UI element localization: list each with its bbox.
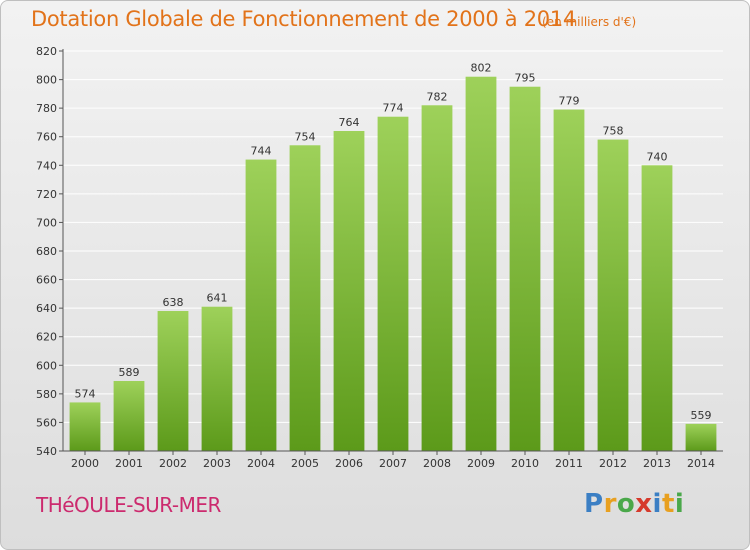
data-label: 744 xyxy=(251,145,272,158)
x-tick-label: 2011 xyxy=(555,457,583,470)
x-tick-label: 2010 xyxy=(511,457,539,470)
x-tick-label: 2007 xyxy=(379,457,407,470)
x-tick-label: 2004 xyxy=(247,457,275,470)
proxiti-logo: Proxiti xyxy=(584,489,684,519)
logo-letter: i xyxy=(652,489,662,519)
bar-2001 xyxy=(113,381,145,451)
data-label: 574 xyxy=(75,387,96,400)
y-tick-label: 660 xyxy=(36,274,57,287)
data-label: 589 xyxy=(119,366,140,379)
logo-letter: r xyxy=(603,489,617,519)
bar-2005 xyxy=(289,145,321,452)
x-tick-label: 2005 xyxy=(291,457,319,470)
y-tick-label: 760 xyxy=(36,131,57,144)
x-tick-label: 2013 xyxy=(643,457,671,470)
y-tick-label: 740 xyxy=(36,159,57,172)
x-tick-label: 2001 xyxy=(115,457,143,470)
bar-2008 xyxy=(421,105,453,452)
y-tick-label: 580 xyxy=(36,388,57,401)
bar-2000 xyxy=(69,402,101,451)
labels: 540 560 580 600 620 640 660 680 700 720 740 760 780 8… xyxy=(36,45,715,470)
x-tick-label: 2002 xyxy=(159,457,187,470)
commune-name: THéOULE-SUR-MER xyxy=(36,493,221,517)
bar-2004 xyxy=(245,159,277,452)
data-label: 758 xyxy=(603,125,624,138)
bar-2007 xyxy=(377,116,409,451)
data-label: 754 xyxy=(295,130,316,143)
data-label: 802 xyxy=(471,62,492,75)
data-label: 764 xyxy=(339,116,360,129)
logo-letter: P xyxy=(584,489,604,519)
x-tick-label: 2003 xyxy=(203,457,231,470)
x-tick-label: 2012 xyxy=(599,457,627,470)
y-tick-label: 600 xyxy=(36,359,57,372)
data-label: 638 xyxy=(163,296,184,309)
y-tick-label: 820 xyxy=(36,45,57,58)
data-label: 740 xyxy=(647,150,668,163)
y-tick-label: 640 xyxy=(36,302,57,315)
bar-2009 xyxy=(465,76,497,451)
x-tick-label: 2006 xyxy=(335,457,363,470)
data-label: 774 xyxy=(383,102,404,115)
x-tick-label: 2014 xyxy=(687,457,715,470)
bar-2011 xyxy=(553,109,585,452)
data-label: 779 xyxy=(559,95,580,108)
bar-2014 xyxy=(685,423,717,451)
chart-title: Dotation Globale de Fonctionnement de 20… xyxy=(31,7,576,31)
x-tick-label: 2008 xyxy=(423,457,451,470)
logo-letter: x xyxy=(635,489,653,519)
y-tick-label: 800 xyxy=(36,74,57,87)
bar-2002 xyxy=(157,311,189,451)
y-tick-label: 620 xyxy=(36,331,57,344)
logo-letter: o xyxy=(616,489,636,519)
bar-2010 xyxy=(509,86,541,451)
y-tick-label: 540 xyxy=(36,445,57,458)
y-tick-label: 680 xyxy=(36,245,57,258)
y-tick-label: 560 xyxy=(36,416,57,429)
logo-letter: t xyxy=(661,489,675,519)
bar-2003 xyxy=(201,306,233,451)
data-label: 559 xyxy=(691,409,712,422)
y-tick-label: 700 xyxy=(36,216,57,229)
data-label: 782 xyxy=(427,90,448,103)
x-tick-label: 2000 xyxy=(71,457,99,470)
x-tick-label: 2009 xyxy=(467,457,495,470)
data-label: 795 xyxy=(515,72,536,85)
axes xyxy=(59,49,723,455)
bar-2012 xyxy=(597,139,629,452)
chart-subtitle: (en milliers d'€) xyxy=(542,15,637,29)
bars xyxy=(69,76,717,452)
y-tick-label: 720 xyxy=(36,188,57,201)
y-tick-label: 780 xyxy=(36,102,57,115)
bar-2013 xyxy=(641,165,673,452)
logo-letter: i xyxy=(674,489,685,519)
data-label: 641 xyxy=(207,292,228,305)
bar-2006 xyxy=(333,131,365,451)
